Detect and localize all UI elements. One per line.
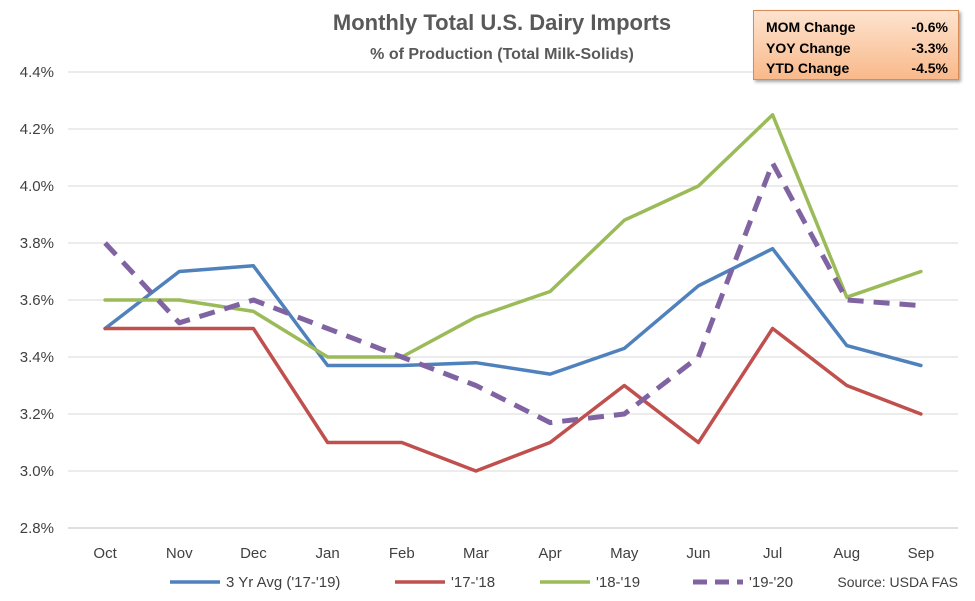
stat-label: YTD Change (766, 60, 850, 76)
y-tick-label: 4.2% (20, 121, 54, 138)
chart-title: Monthly Total U.S. Dairy Imports (333, 10, 671, 35)
stat-value: -3.3% (911, 39, 948, 56)
legend-label: '18-'19 (596, 574, 640, 591)
stat-value: -4.5% (911, 60, 948, 76)
x-tick-label: Jul (763, 545, 782, 562)
x-tick-label: May (610, 545, 639, 562)
y-tick-label: 3.0% (20, 463, 54, 480)
x-tick-label: Apr (538, 545, 561, 562)
stat-label: MOM Change (766, 19, 856, 35)
x-axis-ticks: Oct Nov Dec Jan Feb Mar Apr May Jun Jul Aug Sep (93, 545, 934, 562)
stat-row-ytd: YTD Change -4.5% (766, 58, 948, 79)
x-tick-label: Dec (240, 545, 267, 562)
gridlines (68, 71, 958, 529)
series-line-2 (103, 113, 923, 359)
stat-row-yoy: YOY Change -3.3% (766, 38, 948, 59)
y-tick-label: 3.6% (20, 292, 54, 309)
y-tick-label: 2.8% (20, 520, 54, 537)
y-tick-label: 4.0% (20, 178, 54, 195)
legend-label: '19-'20 (749, 574, 793, 591)
stat-value: -0.6% (911, 19, 948, 35)
series-line-3 (103, 160, 922, 426)
series-lines (103, 113, 923, 473)
x-tick-label: Sep (908, 545, 935, 562)
legend-label: '17-'18 (451, 574, 495, 591)
series-line-1 (103, 326, 923, 473)
source-note: Source: USDA FAS (837, 574, 958, 590)
x-tick-label: Jan (315, 545, 339, 562)
y-axis-ticks: 2.8% 3.0% 3.2% 3.4% 3.6% 3.8% 4.0% 4.2% 4.4% (20, 64, 54, 537)
x-tick-label: Oct (93, 545, 117, 562)
y-tick-label: 3.4% (20, 349, 54, 366)
legend-label: 3 Yr Avg ('17-'19) (226, 574, 340, 591)
y-tick-label: 3.8% (20, 235, 54, 252)
legend: 3 Yr Avg ('17-'19) '17-'18 '18-'19 '19-'20 (170, 574, 793, 591)
x-tick-label: Nov (166, 545, 193, 562)
x-tick-label: Feb (389, 545, 415, 562)
y-tick-label: 4.4% (20, 64, 54, 81)
x-tick-label: Jun (686, 545, 710, 562)
stat-row-mom: MOM Change -0.6% (766, 17, 948, 38)
x-tick-label: Mar (463, 545, 489, 562)
x-tick-label: Aug (833, 545, 860, 562)
chart-subtitle: % of Production (Total Milk-Solids) (370, 46, 634, 63)
y-tick-label: 3.2% (20, 406, 54, 423)
series-line-0 (103, 246, 923, 376)
stat-label: YOY Change (766, 39, 851, 56)
change-stats-box: MOM Change -0.6% YOY Change -3.3% YTD Ch… (753, 10, 959, 80)
